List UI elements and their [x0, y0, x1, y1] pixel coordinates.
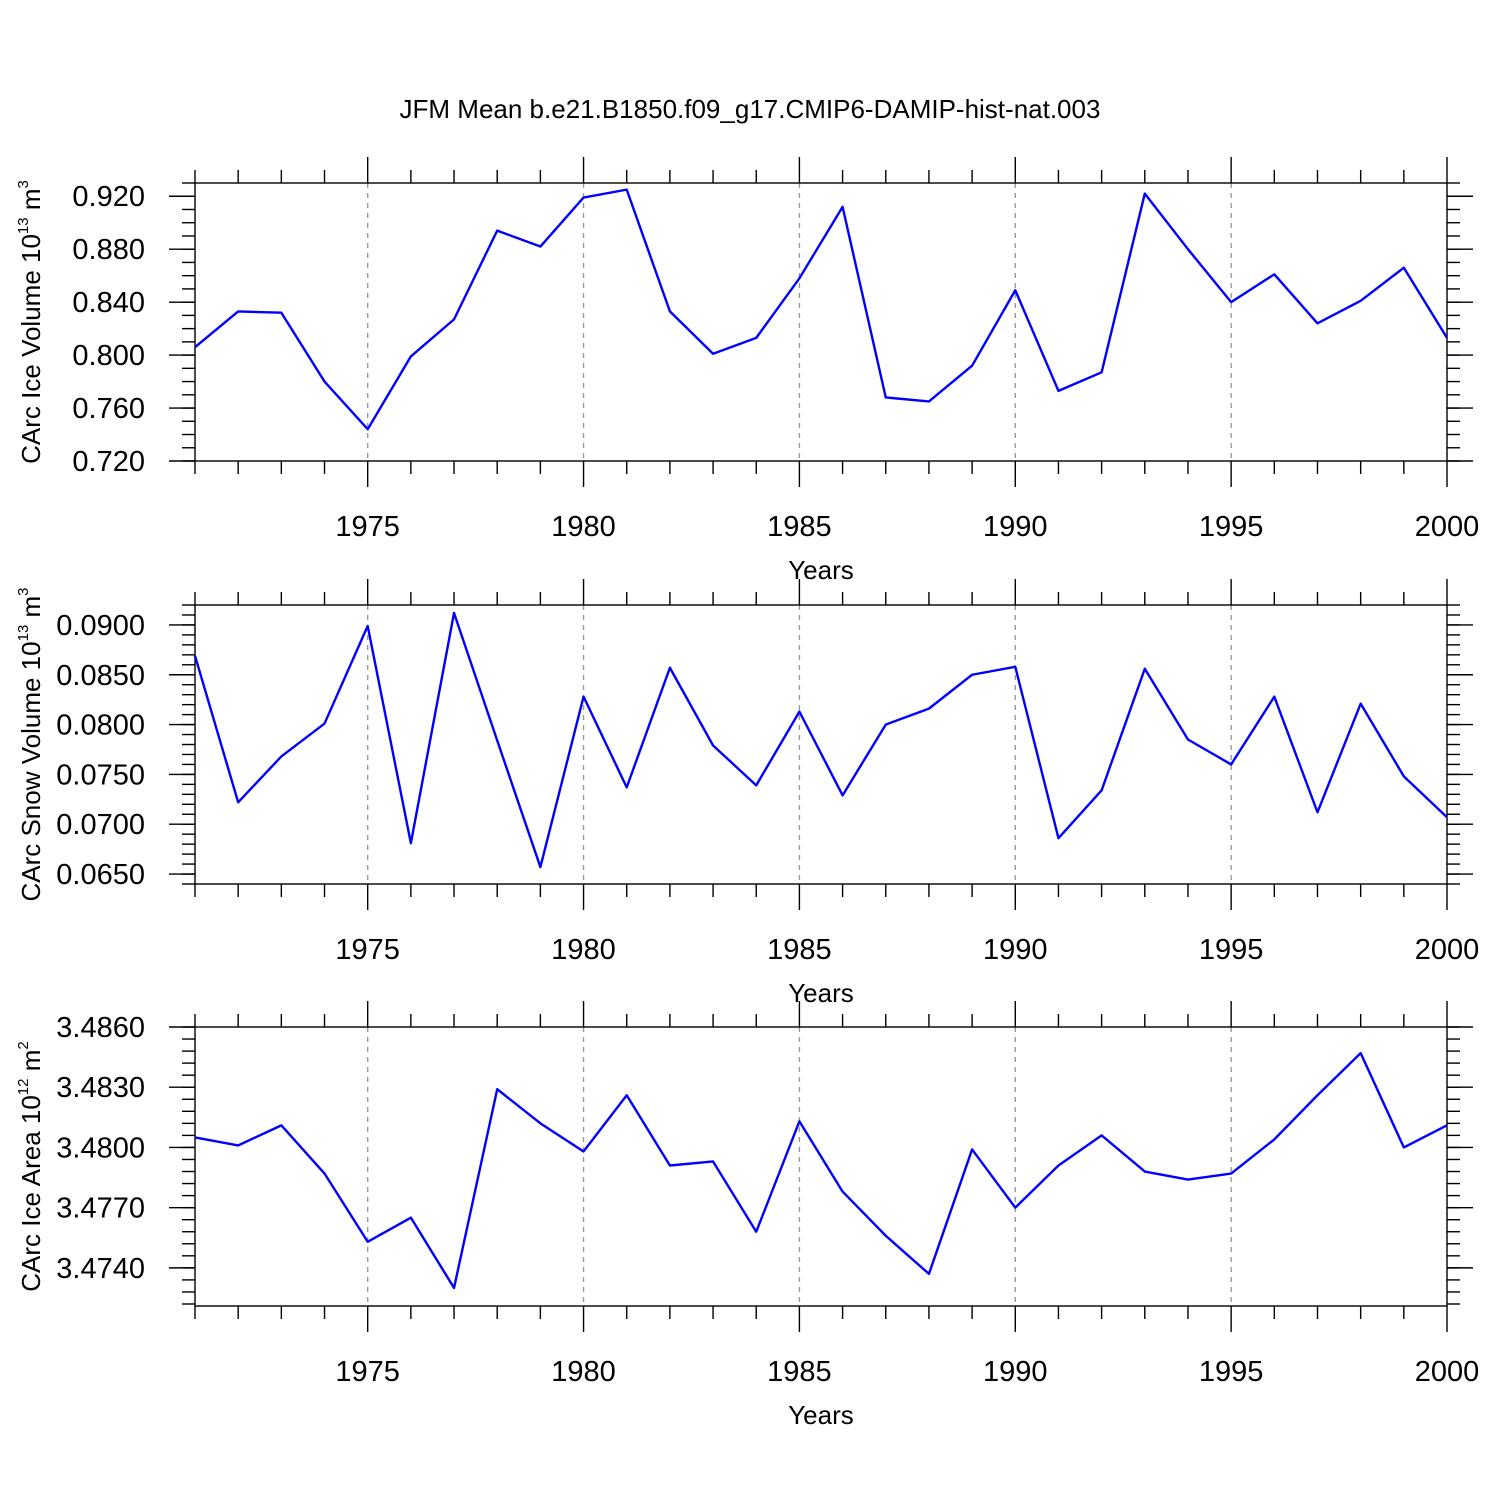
- y-axis-title: CArc Ice Volume 1013 m3: [15, 180, 46, 464]
- x-axis-title: Years: [788, 1400, 854, 1430]
- y-tick-label: 0.920: [72, 181, 145, 213]
- y-tick-label: 3.4860: [56, 1012, 145, 1044]
- y-tick-label: 0.840: [72, 287, 145, 319]
- series-line-1: [193, 611, 1448, 869]
- chart-panel-3: 3.4740 3.4770 3.4800 3.4830 3.4860 1975 1980 19…: [15, 1001, 1479, 1430]
- x-tick-label: 1980: [551, 934, 616, 966]
- x-tick-label: 1985: [767, 934, 832, 966]
- y-axis-title: CArc Ice Area 1012 m2: [15, 1041, 46, 1291]
- plot-frame: [194, 182, 1448, 462]
- series-line-1: [194, 188, 1449, 431]
- x-tick-label: 2000: [1415, 934, 1480, 966]
- y-tick-label: 3.4770: [56, 1193, 145, 1225]
- y-tick-label: 0.760: [72, 393, 145, 425]
- y-tick-label: 0.880: [72, 234, 145, 266]
- chart-panel-2: 0.0650 0.0700 0.0750 0.0800 0.0850 0.0900 1975…: [15, 579, 1479, 1008]
- x-tick-label: 1990: [983, 511, 1048, 543]
- y-tick-label: 0.800: [72, 340, 145, 372]
- x-tick-label: 1985: [767, 1356, 832, 1388]
- x-tick-label: 1995: [1199, 511, 1264, 543]
- x-axis-title: Years: [788, 978, 854, 1008]
- x-tick-label: 1975: [335, 1356, 400, 1388]
- y-tick-label: 0.0800: [56, 710, 145, 742]
- x-tick-label: 1980: [551, 511, 616, 543]
- y-tick-label: 0.720: [72, 446, 145, 478]
- y-axis-title: CArc Snow Volume 1013 m3: [15, 587, 46, 901]
- series-line-1: [194, 1051, 1448, 1290]
- y-tick-label: 0.0750: [56, 759, 145, 791]
- x-tick-label: 1995: [1199, 934, 1264, 966]
- x-tick-label: 2000: [1415, 1356, 1480, 1388]
- y-tick-label: 3.4830: [56, 1072, 145, 1104]
- figure-title: JFM Mean b.e21.B1850.f09_g17.CMIP6-DAMIP…: [400, 94, 1101, 124]
- chart-panels: 0.720 0.760 0.800 0.840 0.880 0.920 1975 1980 19…: [15, 157, 1479, 1430]
- y-tick-label: 0.0850: [56, 660, 145, 692]
- y-tick-label: 3.4740: [56, 1253, 145, 1285]
- y-tick-label: 0.0900: [56, 610, 145, 642]
- x-tick-label: 1975: [335, 934, 400, 966]
- x-tick-label: 1975: [335, 511, 400, 543]
- plot-frame: [194, 1026, 1448, 1307]
- x-tick-label: 1990: [983, 1356, 1048, 1388]
- x-tick-label: 1995: [1199, 1356, 1264, 1388]
- x-tick-label: 2000: [1415, 511, 1480, 543]
- x-tick-label: 1980: [551, 1356, 616, 1388]
- x-axis-title: Years: [788, 555, 854, 585]
- y-tick-label: 0.0700: [56, 809, 145, 841]
- x-tick-label: 1985: [767, 511, 832, 543]
- x-tick-label: 1990: [983, 934, 1048, 966]
- plot-frame: [194, 604, 1448, 885]
- y-tick-label: 3.4800: [56, 1132, 145, 1164]
- chart-panel-1: 0.720 0.760 0.800 0.840 0.880 0.920 1975 1980 19…: [15, 157, 1479, 585]
- y-tick-label: 0.0650: [56, 859, 145, 891]
